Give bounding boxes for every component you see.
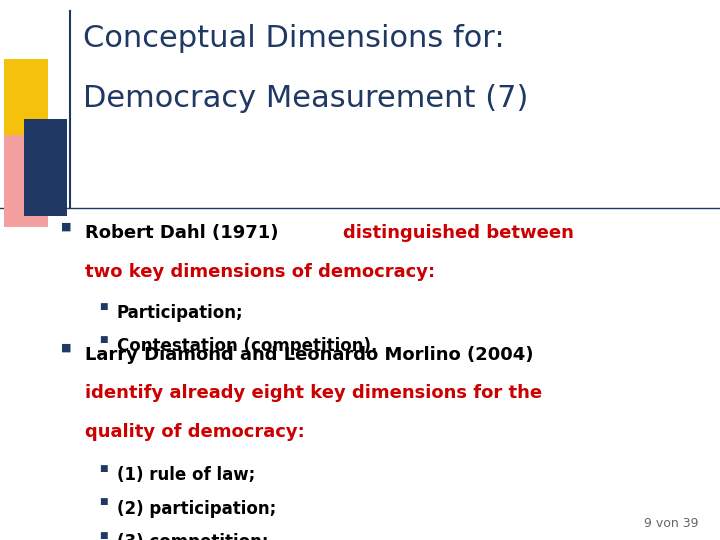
Text: ■: ■ bbox=[99, 302, 108, 310]
Text: two key dimensions of democracy:: two key dimensions of democracy: bbox=[85, 263, 435, 281]
Text: identify already eight key dimensions for the: identify already eight key dimensions fo… bbox=[85, 384, 542, 402]
Text: Participation;: Participation; bbox=[117, 304, 243, 322]
Text: ■: ■ bbox=[61, 221, 72, 232]
Text: (3) competition;: (3) competition; bbox=[117, 533, 268, 540]
Text: ■: ■ bbox=[99, 531, 108, 540]
Text: ■: ■ bbox=[99, 497, 108, 507]
Text: Larry Diamond and Leonardo Morlino (2004): Larry Diamond and Leonardo Morlino (2004… bbox=[85, 346, 534, 363]
Text: quality of democracy:: quality of democracy: bbox=[85, 423, 305, 441]
Text: ■: ■ bbox=[61, 343, 72, 353]
FancyBboxPatch shape bbox=[4, 59, 48, 151]
Text: ■: ■ bbox=[99, 335, 108, 344]
FancyBboxPatch shape bbox=[24, 119, 67, 216]
FancyBboxPatch shape bbox=[4, 135, 48, 227]
Text: (2) participation;: (2) participation; bbox=[117, 500, 276, 518]
Text: Conceptual Dimensions for:: Conceptual Dimensions for: bbox=[83, 24, 505, 53]
Text: Democracy Measurement (7): Democracy Measurement (7) bbox=[83, 84, 528, 113]
Text: distinguished between: distinguished between bbox=[343, 224, 574, 242]
Text: Robert Dahl (1971): Robert Dahl (1971) bbox=[85, 224, 284, 242]
Text: ■: ■ bbox=[99, 464, 108, 473]
Text: (1) rule of law;: (1) rule of law; bbox=[117, 466, 255, 484]
Text: Contestation (competition).: Contestation (competition). bbox=[117, 338, 377, 355]
Text: 9 von 39: 9 von 39 bbox=[644, 517, 698, 530]
